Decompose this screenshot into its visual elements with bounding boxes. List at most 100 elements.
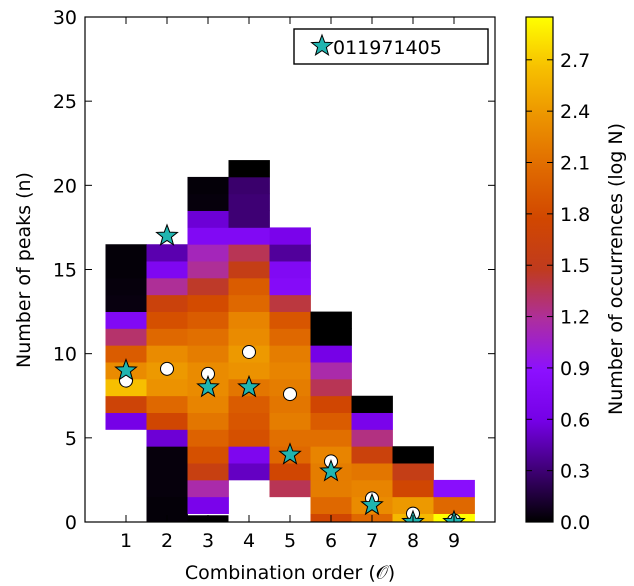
heatmap-cell [269,294,311,312]
x-tick-label: 6 [325,530,337,552]
colorbar-ticks: 0.0 0.3 0.6 0.9 1.2 1.5 1.8 2.1 2.4 2.7 [526,50,590,534]
heatmap-cell [228,429,270,447]
heatmap-cell [187,479,229,498]
heatmap-cell [269,362,311,380]
colorbar-label: Number of occurrences (log N) [605,123,627,415]
x-tick-label: 2 [161,530,173,552]
heatmap-cell [228,261,270,279]
heatmap-cell [310,328,352,346]
heatmap-cell [187,261,229,279]
heatmap-cell [105,311,147,329]
colorbar-gradient [525,16,554,523]
heatmap-cell [228,328,270,346]
star-markers [114,223,466,522]
heatmap-cell [187,395,229,413]
y-tick-label: 10 [53,344,77,366]
heatmap-cell [269,227,311,245]
heatmap-cell [228,362,270,380]
heatmap-cell [187,496,229,514]
heatmap-cell [146,479,188,498]
heatmap-cell [187,412,229,430]
heatmap-cell [187,193,229,211]
y-tick-label: 0 [65,512,77,534]
x-tick-label: 7 [366,530,378,552]
heatmap-cell [187,294,229,312]
circle-marker [160,361,174,376]
heatmap-cell [146,378,188,397]
colorbar-tick-label: 2.7 [560,50,590,72]
heatmap-cell [146,446,188,464]
colorbar-tick-label: 1.2 [560,307,590,329]
heatmap-cell [392,479,434,498]
star-marker [155,223,179,246]
heatmap-cell [187,446,229,464]
heatmap-cell [146,328,188,346]
heatmap-cell [146,311,188,329]
heatmap-cell [146,277,188,296]
heatmap-cell [187,463,229,481]
heatmap-cell [392,463,434,481]
heatmap-cell [228,395,270,413]
heatmap-cell [146,261,188,279]
circle-markers [119,344,461,522]
heatmap-cell [269,311,311,329]
y-axis-label: Number of peaks (n) [13,172,35,368]
heatmap-cell [351,479,393,498]
heatmap-cell [269,395,311,413]
heatmap-cell [187,277,229,296]
star-marker [196,374,220,398]
heatmap-cell [187,244,229,262]
heatmap-cell [146,294,188,312]
heatmap-cell [105,412,147,430]
heatmap-cell [187,311,229,329]
heatmap-cell [105,261,147,279]
heatmap-cell [146,395,188,413]
colorbar-tick-label: 1.8 [560,204,590,226]
star-marker [360,492,384,516]
heatmap-cell [105,328,147,346]
heatmap-cell [351,446,393,464]
heatmap-cell [392,446,434,464]
legend: 011971405 [293,28,489,65]
heatmap-cell [351,429,393,447]
heatmap-cell [187,429,229,447]
circle-marker [242,344,256,359]
heatmap-cell [269,261,311,279]
heatmap-cell [187,176,229,195]
heatmap-cell [228,277,270,296]
heatmap-cell [228,412,270,430]
heatmap-cell [146,463,188,481]
heatmap-cell [187,345,229,363]
heatmap-cell [146,429,188,447]
legend-label: 011971405 [333,37,442,59]
colorbar-tick-label: 0.6 [560,409,590,431]
heatmap-cell [228,176,270,195]
heatmap-cell [187,328,229,346]
colorbar-tick-label: 0.0 [560,512,590,534]
heatmap-cell [269,244,311,262]
legend-star-marker [310,33,334,57]
heatmap-cell [310,311,352,329]
y-tick-label: 30 [53,7,77,29]
heatmap-cell [310,412,352,430]
heatmap-cell [310,479,352,498]
heatmap-cell [228,160,270,178]
heatmap-cell [269,412,311,430]
heatmap-cell [228,227,270,245]
x-tick-label: 9 [448,530,460,552]
heatmap-cell [351,412,393,430]
circle-marker [283,387,297,402]
heatmap-cell [269,345,311,363]
colorbar-tick-label: 0.3 [560,461,590,483]
heatmap-cell [310,496,352,514]
heatmap-cell [105,345,147,363]
heatmap-cell [146,412,188,430]
axis-ticks: 1 2 3 4 5 6 7 8 9 0 5 10 15 20 25 30 [53,7,495,552]
colorbar-tick-label: 1.5 [560,255,590,277]
heatmap-cell [146,345,188,363]
star-marker [278,442,302,465]
heatmap-cell [228,294,270,312]
heatmap-cells [105,160,475,522]
x-tick-label: 8 [407,530,419,552]
